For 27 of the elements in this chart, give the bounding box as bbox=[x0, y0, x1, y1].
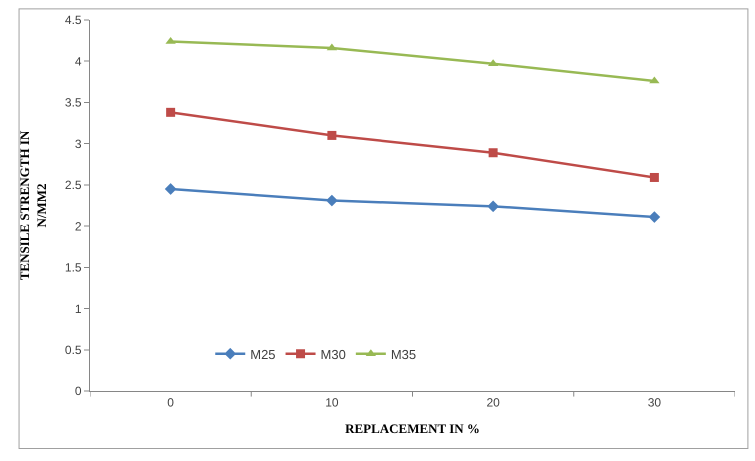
point bbox=[327, 130, 336, 140]
x-axis-title: REPLACEMENT IN % bbox=[345, 421, 480, 436]
y-tick-label: 4 bbox=[74, 54, 82, 68]
point bbox=[487, 200, 499, 212]
y-tick-label: 4.5 bbox=[64, 13, 82, 28]
legend-label: M35 bbox=[390, 346, 416, 362]
x-tick-label: 0 bbox=[167, 395, 174, 410]
legend-label: M25 bbox=[250, 346, 276, 362]
y-tick-label: 3 bbox=[74, 136, 82, 151]
point bbox=[166, 108, 176, 117]
legend-label: M30 bbox=[320, 346, 346, 362]
point bbox=[164, 183, 176, 195]
y-tick-label: 2 bbox=[74, 219, 82, 234]
y-tick-label: 1.5 bbox=[64, 260, 82, 275]
y-tick-label: 1 bbox=[74, 302, 82, 316]
y-tick-label: 2.5 bbox=[64, 178, 82, 192]
y-tick-label: 3.5 bbox=[64, 96, 82, 110]
point bbox=[650, 172, 659, 182]
point bbox=[326, 194, 338, 206]
point bbox=[648, 211, 660, 223]
x-tick-label: 10 bbox=[325, 395, 339, 410]
y-axis-title: TENSILE STRENGTH IN N/MM2 bbox=[16, 130, 49, 280]
x-tick-label: 30 bbox=[648, 395, 662, 410]
point bbox=[488, 148, 498, 158]
y-tick-label: 0.5 bbox=[64, 342, 82, 357]
x-tick-label: 20 bbox=[486, 395, 500, 410]
y-tick-label: 0 bbox=[74, 384, 82, 398]
